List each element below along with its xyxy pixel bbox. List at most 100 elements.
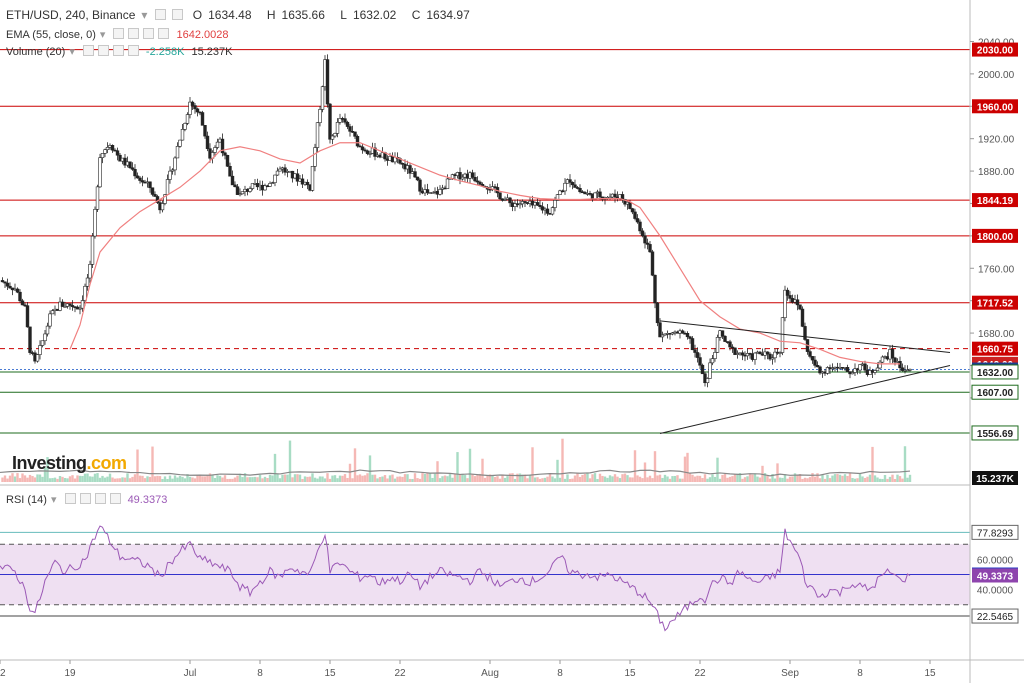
volume-bar (633, 450, 637, 482)
volume-bar (418, 478, 422, 482)
level-badge-label: 1556.69 (977, 429, 1014, 440)
volume-change: -2.258K (145, 46, 185, 58)
candle-body (100, 153, 105, 158)
volume-bar (823, 478, 827, 482)
candle-body (473, 177, 477, 182)
volume-bar (808, 477, 812, 482)
volume-bar (333, 475, 337, 482)
volume-bar (888, 476, 892, 482)
candle-body (80, 300, 85, 309)
candle-body (713, 352, 717, 359)
candle-body (875, 367, 880, 371)
candle-body (223, 152, 227, 156)
level-badge-label: 1607.00 (977, 388, 1014, 399)
candle-body (318, 109, 322, 124)
more-icon[interactable] (158, 28, 170, 39)
settings-icon[interactable] (79, 493, 91, 504)
volume-bar (521, 474, 524, 482)
candle-body (180, 129, 185, 141)
candle-body (728, 341, 732, 348)
volume-label[interactable]: Volume (20) (6, 46, 66, 58)
eye-icon[interactable] (155, 9, 167, 20)
eye-icon[interactable] (113, 28, 125, 39)
volume-bar (616, 476, 619, 482)
rsi-level-label: 77.8293 (977, 528, 1014, 539)
volume-bar (71, 475, 74, 482)
volume-bar (293, 474, 297, 482)
close-icon[interactable] (94, 493, 106, 504)
candle-body (140, 180, 145, 183)
candle-body (240, 191, 245, 195)
candle-body (705, 378, 710, 384)
volume-bar (841, 475, 844, 482)
chevron-down-icon[interactable]: ▾ (69, 46, 75, 58)
volume-bar (26, 477, 29, 482)
candle-body (98, 157, 102, 188)
candle-body (365, 150, 370, 154)
rsi-level-label: 22.5465 (977, 612, 1014, 623)
eye-icon[interactable] (64, 493, 76, 504)
candle-body (325, 59, 330, 105)
volume-bar (401, 476, 404, 482)
more-icon[interactable] (127, 45, 139, 56)
candle-body (150, 187, 155, 195)
volume-value: 15.237K (191, 46, 233, 58)
candle-body (740, 352, 745, 356)
candle-body (8, 285, 12, 289)
candle-body (230, 175, 235, 186)
volume-bar (741, 478, 744, 482)
volume-bar (113, 478, 117, 482)
settings-icon[interactable] (128, 28, 140, 39)
volume-bar (816, 473, 819, 482)
candle-body (780, 317, 785, 353)
candle-body (630, 208, 635, 213)
volume-bar (513, 478, 517, 482)
chevron-down-icon[interactable]: ▾ (50, 494, 57, 506)
volume-bar (853, 478, 857, 482)
volume-bar (491, 475, 494, 482)
candle-body (40, 340, 45, 346)
candle-body (85, 277, 90, 287)
symbol-label[interactable]: ETH/USD, 240, Binance (6, 8, 136, 22)
close-icon[interactable] (112, 45, 124, 56)
candle-body (170, 169, 175, 172)
volume-bar (301, 478, 304, 482)
chevron-down-icon[interactable]: ▾ (141, 8, 148, 22)
volume-bar (681, 478, 684, 482)
chevron-down-icon[interactable]: ▾ (99, 29, 106, 41)
volume-bar (471, 474, 474, 482)
volume-bar (121, 477, 124, 482)
settings-icon[interactable] (172, 9, 184, 20)
candle-body (563, 182, 567, 192)
volume-bar (221, 477, 224, 482)
volume-bar (146, 476, 149, 482)
volume-bar (486, 475, 489, 482)
candle-body (115, 150, 120, 156)
level-badge (972, 193, 1018, 208)
candle-body (445, 178, 450, 189)
candle-body (458, 172, 462, 180)
eye-icon[interactable] (82, 45, 94, 56)
volume-bar (448, 474, 452, 482)
candle-body (513, 203, 517, 207)
volume-bar (73, 478, 77, 482)
rsi-series-line (0, 525, 911, 632)
volume-bar (526, 478, 529, 482)
low-value: L 1632.02 (340, 8, 397, 22)
candle-body (338, 118, 342, 123)
more-icon[interactable] (109, 493, 121, 504)
settings-icon[interactable] (97, 45, 109, 56)
high-value: H 1635.66 (266, 8, 325, 22)
volume-bar (63, 478, 67, 482)
volume-bar (803, 477, 807, 482)
candle-body (825, 367, 830, 374)
candle-body (890, 349, 895, 359)
volume-bar (253, 476, 257, 482)
volume-bar (61, 476, 64, 482)
rsi-label[interactable]: RSI (14) (6, 494, 47, 506)
volume-bar (33, 477, 37, 482)
close-icon[interactable] (143, 28, 155, 39)
ema-label[interactable]: EMA (55, close, 0) (6, 29, 96, 41)
volume-bar (248, 477, 252, 482)
volume-bar (68, 476, 72, 482)
